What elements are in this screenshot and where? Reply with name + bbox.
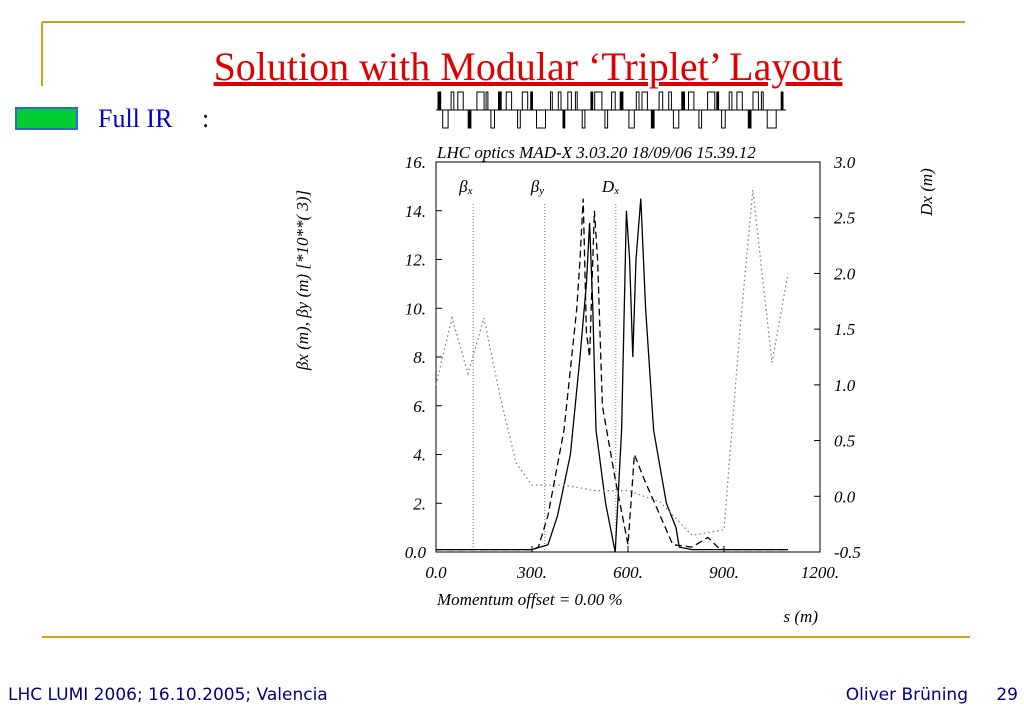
y-tick-label: 10. (405, 299, 426, 318)
lattice-element (457, 91, 464, 111)
lattice-element (437, 91, 442, 111)
footer-left: LHC LUMI 2006; 16.10.2005; Valencia (8, 685, 328, 705)
lattice-element (698, 109, 703, 129)
lattice-element (641, 91, 648, 111)
y-tick-label: 4. (413, 446, 426, 465)
y2-tick-label: 0.0 (834, 487, 856, 506)
lattice-element (619, 91, 624, 111)
lattice-element (650, 109, 655, 129)
y-tick-label: 14. (405, 202, 426, 221)
lattice-element (467, 109, 472, 129)
lattice-element (557, 91, 562, 111)
lattice-element (688, 91, 695, 111)
annotation-label: Dx (601, 177, 619, 197)
y-tick-label: 16. (405, 153, 426, 172)
annotation-label: βy (530, 177, 544, 197)
annotation-symbol: β (530, 177, 540, 196)
lattice-element (681, 91, 685, 111)
chart: LHC optics MAD-X 3.03.20 18/09/06 15.39.… (293, 143, 936, 626)
annotation-sub: y (538, 185, 544, 197)
lattice-element (505, 91, 513, 111)
lattice-element (604, 109, 609, 129)
bullet-colon: : (202, 104, 209, 133)
lattice-element (517, 109, 521, 129)
lattice-element (780, 91, 784, 111)
x-tick-label: 0.0 (425, 563, 447, 582)
lattice-element (628, 109, 635, 129)
annotation-sub: x (613, 185, 619, 197)
y-tick-label: 6. (413, 397, 426, 416)
footer-author: Oliver Brüning (846, 685, 968, 705)
lattice-element (721, 109, 726, 129)
lattice-element (442, 109, 449, 129)
series-line (436, 198, 788, 553)
lattice-element (672, 109, 680, 129)
lattice-element (747, 109, 752, 129)
series-line (436, 198, 788, 551)
annotation-symbol: D (601, 177, 615, 196)
lattice-element (498, 91, 502, 111)
y2-tick-label: 3.0 (833, 153, 856, 172)
annotation-label: βx (458, 177, 472, 197)
page-number: 29 (996, 685, 1018, 705)
lattice-element (536, 109, 546, 129)
bullet-box (15, 107, 78, 130)
lattice-element (490, 109, 495, 129)
lattice-element (716, 91, 720, 111)
lattice-element (476, 91, 485, 111)
lattice-element (574, 91, 578, 111)
y-tick-label: 2. (413, 494, 426, 513)
y2-axis-label: Dx (m) (917, 168, 936, 217)
lattice-element (668, 91, 672, 111)
lattice-element (562, 109, 566, 129)
lattice-element (728, 91, 733, 111)
lattice-element (658, 91, 664, 111)
bullet-text: Full IR (98, 104, 173, 133)
lattice-element (550, 91, 553, 111)
x-axis-label: s (m) (784, 607, 819, 626)
lattice-element (485, 91, 489, 111)
lattice-element (707, 91, 716, 111)
lattice-strip (436, 91, 786, 129)
lattice-element (521, 91, 529, 111)
lattice-element (450, 91, 455, 111)
x-tick-label: 300. (516, 563, 547, 582)
lattice-element (611, 91, 616, 111)
y-tick-label: 8. (413, 348, 426, 367)
lattice-element (635, 91, 640, 111)
chart-subtitle: Momentum offset = 0.00 % (436, 590, 623, 609)
annotation-symbol: β (458, 177, 468, 196)
lattice-element (594, 91, 603, 111)
y2-tick-label: 2.5 (834, 209, 855, 228)
x-tick-label: 1200. (801, 563, 839, 582)
y-tick-label: 12. (405, 251, 426, 270)
annotation-sub: x (467, 185, 473, 197)
y2-tick-label: 0.5 (834, 432, 855, 451)
y-axis-label: βx (m), βy (m) [*10**( 3)] (293, 190, 312, 371)
x-tick-label: 600. (613, 563, 643, 582)
lattice-element (766, 109, 777, 129)
lattice-element (581, 109, 586, 129)
y2-tick-label: 1.0 (834, 376, 856, 395)
series-line (435, 189, 789, 537)
lattice-element (752, 91, 759, 111)
x-tick-label: 900. (709, 563, 739, 582)
plot-frame (435, 161, 821, 553)
lattice-element (736, 91, 743, 111)
lattice-element (760, 91, 764, 111)
y2-tick-label: 1.5 (834, 320, 855, 339)
lattice-element (567, 91, 572, 111)
y2-tick-label: -0.5 (834, 543, 861, 562)
y2-tick-label: 2.0 (834, 264, 856, 283)
chart-title: LHC optics MAD-X 3.03.20 18/09/06 15.39.… (436, 143, 756, 162)
y-tick-label: 0.0 (405, 543, 427, 562)
lattice-element (530, 91, 534, 111)
lattice-element (590, 91, 594, 111)
slide-title: Solution with Modular ‘Triplet’ Layout (214, 44, 843, 89)
